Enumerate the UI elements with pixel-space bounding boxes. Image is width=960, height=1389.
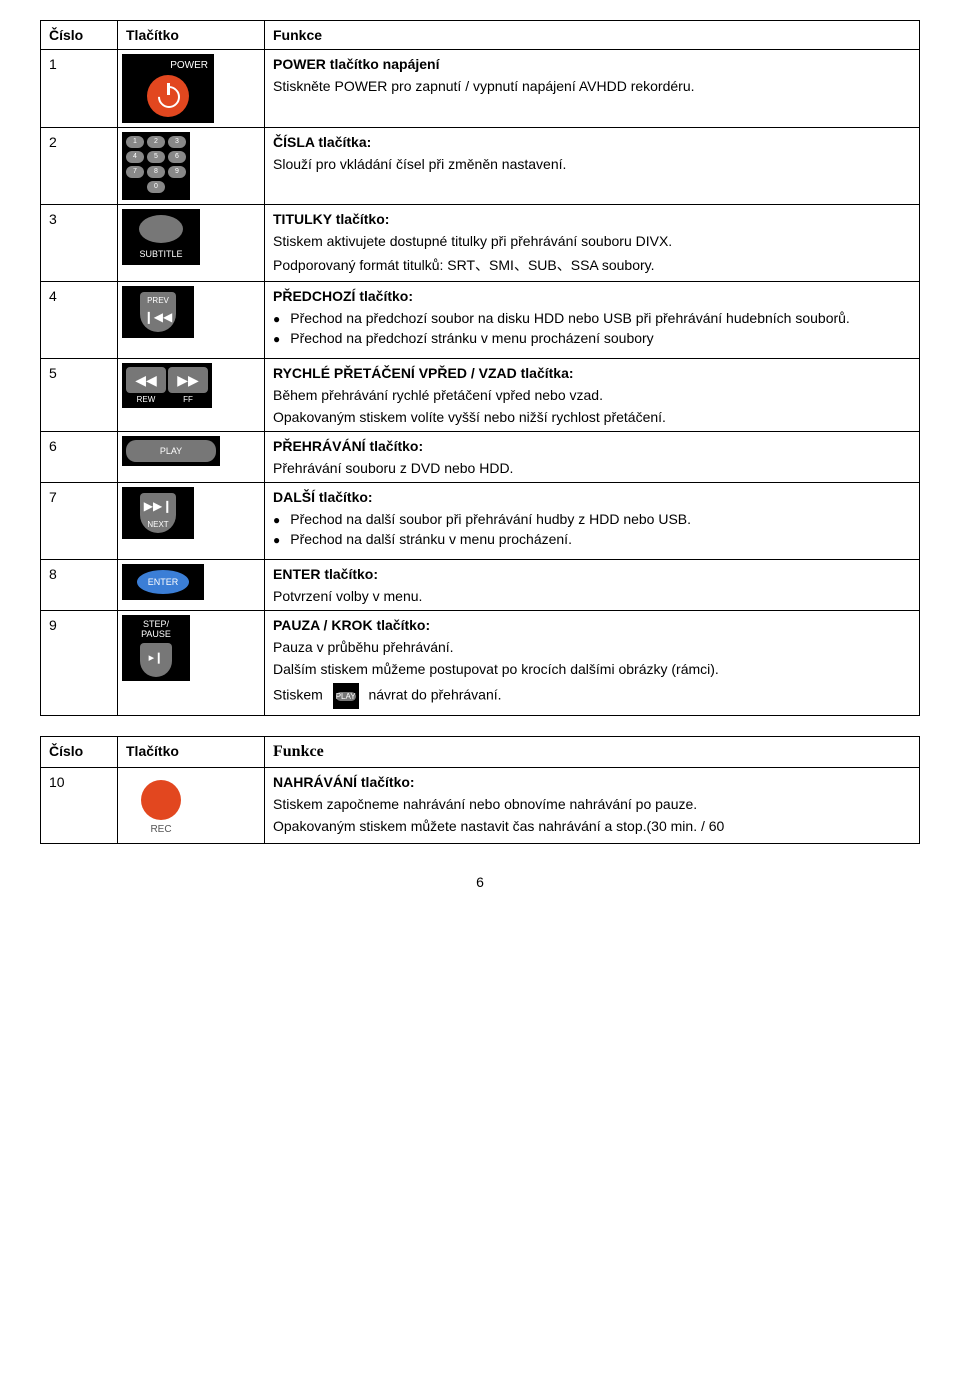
button-image-cell: POWER (118, 50, 265, 128)
table-row: 8 ENTER ENTER tlačítko: Potvrzení volby … (41, 560, 920, 611)
table-row: 5 ◀◀ REW ▶▶ FF RYCHLÉ PŘETÁČENÍ VPŘED / … (41, 359, 920, 432)
remote-functions-table: Číslo Tlačítko Funkce 1 POWER POWER tlač… (40, 20, 920, 716)
table-row: 1 POWER POWER tlačítko napájení Stisknět… (41, 50, 920, 128)
header2-btn: Tlačítko (118, 737, 265, 768)
step-pause-icon (140, 643, 172, 677)
subtitle-icon (139, 215, 183, 243)
rec-button-icon: REC (122, 772, 200, 839)
row-num: 1 (41, 50, 118, 128)
subtitle-button-icon: SUBTITLE (122, 209, 200, 265)
remote-functions-table-2: Číslo Tlačítko Funkce 10 REC NAHRÁVÁNÍ t… (40, 736, 920, 844)
table-row: 4 PREV ❙◀◀ PŘEDCHOZÍ tlačítko: Přechod n… (41, 282, 920, 359)
record-icon (141, 780, 181, 820)
inline-play-icon: PLAY (333, 683, 359, 709)
table-row: 3 SUBTITLE TITULKY tlačítko: Stiskem akt… (41, 205, 920, 282)
power-button-icon: POWER (122, 54, 214, 123)
page-number: 6 (40, 874, 920, 890)
header-func: Funkce (265, 21, 920, 50)
step-pause-button-icon: STEP/ PAUSE (122, 615, 190, 681)
next-button-icon: ▶▶❙ NEXT (122, 487, 194, 539)
prev-button-icon: PREV ❙◀◀ (122, 286, 194, 338)
number-keypad-icon: 123 456 789 0 (122, 132, 190, 200)
table-row: 9 STEP/ PAUSE PAUZA / KROK tlačítko: Pau… (41, 611, 920, 716)
header-btn: Tlačítko (118, 21, 265, 50)
table-row: 10 REC NAHRÁVÁNÍ tlačítko: Stiskem započ… (41, 768, 920, 844)
table-row: 6 PLAY PŘEHRÁVÁNÍ tlačítko: Přehrávání s… (41, 432, 920, 483)
enter-button-icon: ENTER (122, 564, 204, 600)
header-num: Číslo (41, 21, 118, 50)
table-row: 2 123 456 789 0 ČÍSLA tlačítka: Slouží p… (41, 128, 920, 205)
rew-ff-button-icon: ◀◀ REW ▶▶ FF (122, 363, 212, 408)
function-cell: POWER tlačítko napájení Stiskněte POWER … (265, 50, 920, 128)
play-button-icon: PLAY (122, 436, 220, 466)
table-row: 7 ▶▶❙ NEXT DALŠÍ tlačítko: Přechod na da… (41, 483, 920, 560)
power-icon (147, 75, 189, 117)
header2-num: Číslo (41, 737, 118, 768)
header2-func: Funkce (265, 737, 920, 768)
